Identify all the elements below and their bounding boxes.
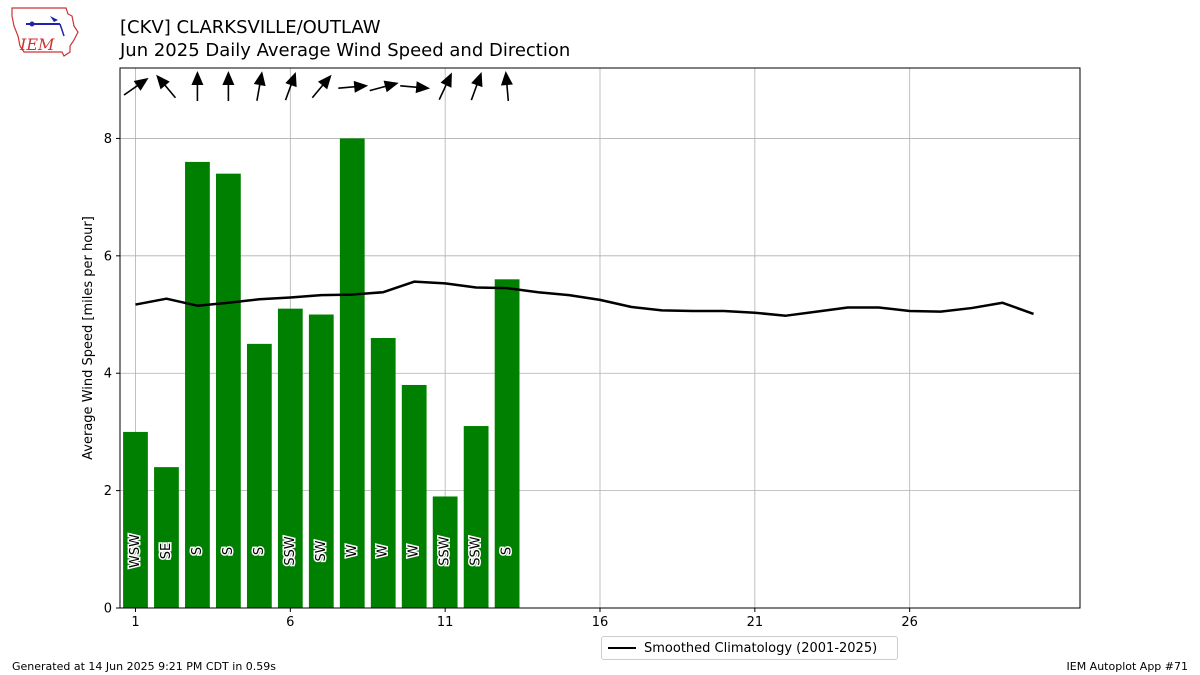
arrow-head — [353, 80, 369, 93]
bar — [185, 161, 210, 609]
arrow-head — [222, 71, 235, 85]
direction-label: S — [221, 547, 236, 555]
wind-direction-arrow — [284, 71, 297, 101]
wind-direction-arrow — [311, 74, 332, 99]
y-tick-label: 0 — [104, 602, 112, 617]
arrow-head — [253, 71, 266, 87]
bar — [123, 431, 148, 608]
bar — [339, 138, 365, 608]
arrow-head — [285, 71, 297, 88]
wind-direction-arrow — [156, 74, 177, 99]
direction-label: W — [407, 544, 422, 557]
y-tick-label: 8 — [104, 132, 112, 147]
direction-label: S — [500, 547, 515, 555]
chart-title: [CKV] CLARKSVILLE/OUTLAW — [120, 17, 381, 38]
direction-label: SSW — [283, 536, 298, 566]
wind-direction-arrow — [191, 71, 204, 101]
y-tick-label: 4 — [104, 367, 112, 382]
direction-label: W — [376, 544, 391, 557]
y-tick-label: 2 — [104, 484, 112, 499]
generated-timestamp: Generated at 14 Jun 2025 9:21 PM CDT in … — [12, 660, 277, 673]
arrow-head — [317, 74, 332, 90]
bar — [463, 426, 489, 608]
bar — [216, 173, 241, 609]
bars — [123, 138, 520, 609]
x-tick-label: 26 — [901, 615, 918, 630]
x-tick-label: 21 — [747, 615, 764, 630]
bar — [401, 384, 427, 608]
arrow-head — [440, 72, 452, 88]
legend-line-swatch — [608, 647, 636, 649]
wind-direction-arrow — [222, 71, 235, 101]
arrow-head — [191, 71, 204, 85]
y-tick-label: 6 — [104, 249, 112, 264]
y-axis-label: Average Wind Speed [miles per hour] — [81, 216, 96, 460]
arrow-head — [383, 80, 399, 93]
climatology-line-group — [135, 280, 1034, 317]
bar — [154, 467, 179, 608]
direction-label: WSW — [128, 534, 143, 568]
direction-label: SSW — [438, 536, 453, 566]
wind-direction-arrow — [123, 77, 149, 96]
iem-logo: IEM — [11, 7, 79, 57]
direction-label: S — [190, 547, 205, 555]
x-tick-label: 6 — [286, 615, 294, 630]
arrow-head — [156, 74, 170, 90]
bar — [432, 496, 458, 608]
direction-label: SE — [159, 543, 174, 559]
wind-direction-arrow — [369, 80, 399, 93]
svg-text:IEM: IEM — [19, 35, 55, 54]
wind-direction-arrow — [400, 81, 431, 94]
direction-label: SSW — [469, 536, 484, 566]
arrow-head — [415, 81, 431, 94]
bar — [370, 338, 396, 608]
wind-direction-arrow — [500, 71, 513, 102]
arrow-head — [471, 71, 483, 88]
x-tick-label: 16 — [592, 615, 609, 630]
wind-direction-arrow — [253, 71, 266, 101]
direction-label: W — [345, 544, 360, 557]
app-credit: IEM Autoplot App #71 — [1066, 660, 1189, 673]
direction-label: S — [252, 547, 267, 555]
x-tick-label: 1 — [131, 615, 139, 630]
direction-labels: WSW SE S S S SSW SW W W W SSW SSW S — [126, 532, 516, 569]
climatology-line — [135, 280, 1034, 317]
wind-direction-arrow — [470, 71, 483, 101]
legend-label: Smoothed Climatology (2001-2025) — [644, 640, 878, 656]
bar — [277, 308, 303, 608]
wind-direction-arrow — [338, 80, 369, 93]
x-tick-label: 11 — [437, 615, 454, 630]
bar — [494, 279, 520, 608]
bar — [308, 314, 334, 608]
arrow-head — [500, 71, 513, 86]
legend: Smoothed Climatology (2001-2025) — [601, 636, 898, 660]
bar — [246, 343, 272, 608]
arrow-head — [133, 77, 149, 91]
chart-subtitle: Jun 2025 Daily Average Wind Speed and Di… — [120, 40, 571, 61]
wind-direction-arrow — [438, 72, 452, 101]
direction-label: SW — [314, 540, 329, 561]
wind-arrows — [123, 71, 513, 102]
